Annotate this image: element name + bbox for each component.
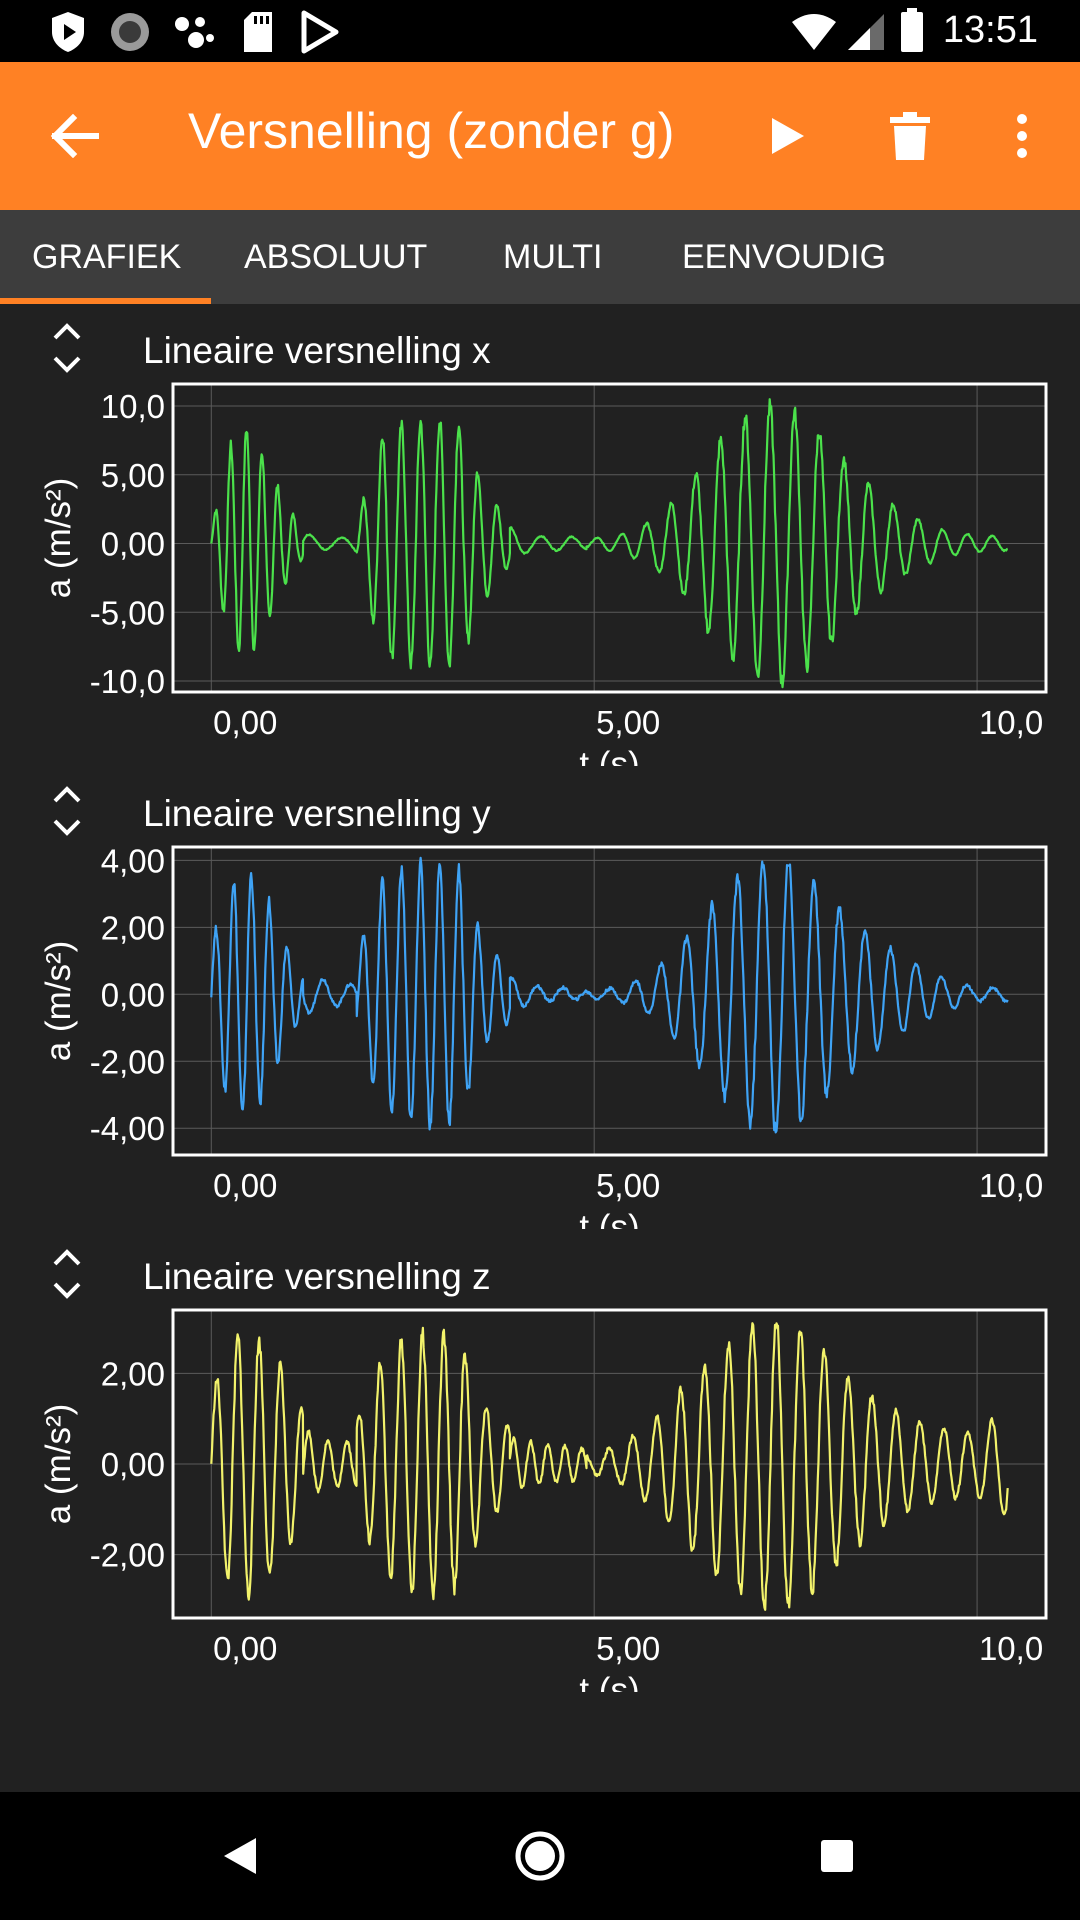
- x-axis-label: t (s): [579, 1671, 639, 1692]
- tab-absoluut[interactable]: ABSOLUUT: [244, 237, 428, 276]
- tab-eenvoudig[interactable]: EENVOUDIG: [682, 237, 887, 276]
- nav-back-button[interactable]: [200, 1816, 280, 1896]
- y-tick-label: 10,0: [101, 388, 165, 425]
- chart-y: 4,00 2,00 0,00 -2,00 -4,00 0,00 5,00 10,0 t (s) a…: [39, 842, 1048, 1229]
- y-tick-label: -2,00: [90, 1043, 165, 1080]
- chart-panel-z: 2,00 0,00 -2,00 0,00 5,00 10,0 t (s) a (m/s²) L…: [0, 1230, 1080, 1692]
- expand-collapse-icon[interactable]: [50, 1248, 84, 1305]
- delete-icon: [890, 112, 930, 160]
- back-button[interactable]: [34, 96, 114, 176]
- battery-icon: [900, 8, 924, 57]
- graph-list: 10,0 5,00 0,00 -5,00 -10,0 0,00 5,00 10,0 t (s) a…: [0, 304, 1080, 1792]
- sync-circle-icon: [108, 10, 152, 59]
- y-tick-label: -10,0: [90, 663, 165, 700]
- y-tick-label: 2,00: [101, 909, 165, 946]
- nav-recents-button[interactable]: [797, 1816, 877, 1896]
- y-tick-label: 0,00: [101, 976, 165, 1013]
- x-tick-label: 0,00: [213, 704, 277, 741]
- overflow-menu-button[interactable]: [982, 96, 1062, 176]
- page-title: Versnelling (zonder g): [188, 103, 675, 159]
- system-nav-bar: [0, 1792, 1080, 1920]
- data-series-line: [210, 1322, 1009, 1611]
- overflow-menu-icon: [1017, 114, 1027, 158]
- chart-title: Lineaire versnelling x: [143, 330, 491, 371]
- tab-multi[interactable]: MULTI: [503, 237, 603, 276]
- chart-title: Lineaire versnelling y: [143, 793, 491, 834]
- x-axis-label: t (s): [579, 1208, 639, 1229]
- expand-collapse-icon[interactable]: [50, 785, 84, 842]
- tab-bar: GRAFIEK ABSOLUUT MULTI EENVOUDIG: [0, 210, 1080, 304]
- back-triangle-icon: [224, 1838, 256, 1874]
- y-tick-label: 4,00: [101, 842, 165, 879]
- wifi-icon: [790, 12, 838, 57]
- data-series-line: [210, 398, 1009, 689]
- status-time: 13:51: [942, 9, 1038, 51]
- play-store-icon: [300, 10, 340, 59]
- status-bar: 13:51: [0, 0, 1080, 62]
- delete-button[interactable]: [870, 96, 950, 176]
- back-arrow-icon: [50, 114, 99, 158]
- play-button[interactable]: [748, 96, 828, 176]
- chart-title: Lineaire versnelling z: [143, 1256, 491, 1297]
- y-axis-label: a (m/s²): [39, 941, 78, 1062]
- chart-panel-x: 10,0 5,00 0,00 -5,00 -10,0 0,00 5,00 10,0 t (s) a…: [0, 304, 1080, 766]
- y-tick-label: -5,00: [90, 594, 165, 631]
- plot-frame: [171, 382, 1048, 694]
- y-tick-label: 0,00: [101, 526, 165, 563]
- x-tick-label: 10,0: [979, 1167, 1043, 1204]
- selected-tab-indicator: [0, 298, 211, 304]
- play-icon: [772, 118, 804, 154]
- x-tick-label: 5,00: [596, 1167, 660, 1204]
- app-bar: Versnelling (zonder g): [0, 62, 1080, 210]
- x-axis-label: t (s): [579, 745, 639, 766]
- recents-square-icon: [821, 1840, 853, 1872]
- cell-signal-icon: [846, 12, 886, 57]
- plot-frame: [171, 845, 1048, 1157]
- sd-card-icon: [240, 10, 276, 59]
- x-tick-label: 0,00: [213, 1167, 277, 1204]
- y-axis-label: a (m/s²): [39, 1404, 78, 1525]
- shield-notification-icon: [48, 10, 88, 59]
- y-tick-label: 0,00: [101, 1446, 165, 1483]
- nav-home-button[interactable]: [500, 1816, 580, 1896]
- plot-frame: [171, 1308, 1048, 1620]
- home-circle-icon: [515, 1831, 565, 1881]
- x-tick-label: 5,00: [596, 1630, 660, 1667]
- x-tick-label: 5,00: [596, 704, 660, 741]
- data-series-line: [210, 856, 1009, 1134]
- y-tick-label: 2,00: [101, 1355, 165, 1392]
- y-tick-label: 5,00: [101, 457, 165, 494]
- tab-grafiek[interactable]: GRAFIEK: [32, 237, 182, 276]
- chart-x: 10,0 5,00 0,00 -5,00 -10,0 0,00 5,00 10,0 t (s) a…: [39, 382, 1048, 766]
- y-tick-label: -4,00: [90, 1110, 165, 1147]
- chart-panel-y: 4,00 2,00 0,00 -2,00 -4,00 0,00 5,00 10,0 t (s) a…: [0, 767, 1080, 1229]
- expand-collapse-icon[interactable]: [50, 322, 84, 379]
- assistant-dots-icon: [172, 10, 216, 59]
- y-axis-label: a (m/s²): [39, 478, 78, 599]
- chart-z: 2,00 0,00 -2,00 0,00 5,00 10,0 t (s) a (m/s²): [39, 1308, 1048, 1692]
- x-tick-label: 10,0: [979, 704, 1043, 741]
- x-tick-label: 10,0: [979, 1630, 1043, 1667]
- y-tick-label: -2,00: [90, 1537, 165, 1574]
- x-tick-label: 0,00: [213, 1630, 277, 1667]
